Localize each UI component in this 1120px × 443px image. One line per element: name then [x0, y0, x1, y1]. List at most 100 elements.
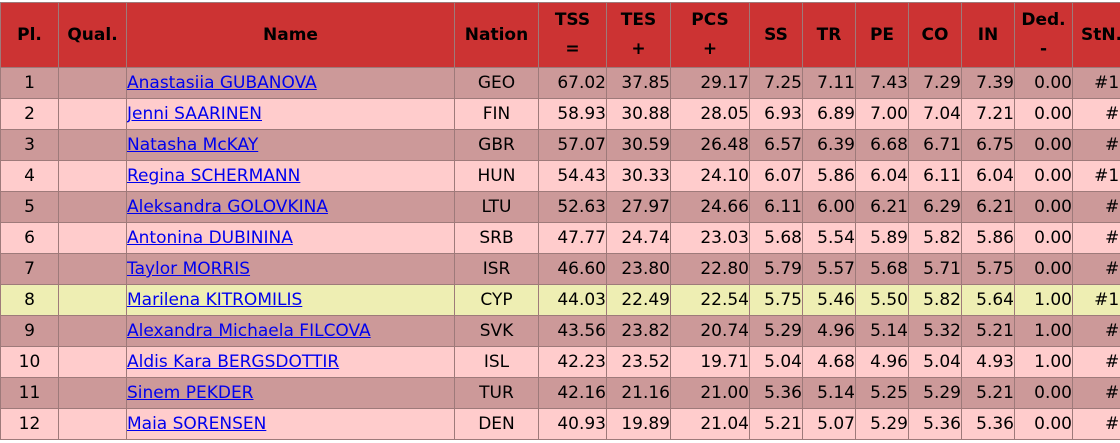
cell-name: Taylor MORRIS	[126, 253, 455, 285]
cell-ss: 5.04	[749, 346, 803, 378]
cell-pe: 5.29	[855, 408, 909, 440]
cell-in: 7.21	[961, 98, 1015, 130]
cell-co: 5.04	[908, 346, 962, 378]
cell-pe: 5.50	[855, 284, 909, 316]
cell-start-number: #4	[1072, 315, 1120, 347]
ded-minus-symbol: -	[1039, 39, 1048, 59]
cell-start-number: #1	[1072, 346, 1120, 378]
cell-tss: 46.60	[538, 253, 607, 285]
cell-in: 5.36	[961, 408, 1015, 440]
skater-name-link[interactable]: Natasha McKAY	[127, 135, 259, 155]
cell-co: 6.29	[908, 191, 962, 223]
cell-nation: SVK	[454, 315, 539, 347]
cell-tes: 23.52	[606, 346, 671, 378]
cell-in: 4.93	[961, 346, 1015, 378]
cell-pcs: 22.54	[670, 284, 750, 316]
cell-in: 5.75	[961, 253, 1015, 285]
cell-qual	[58, 191, 127, 223]
cell-pe: 7.00	[855, 98, 909, 130]
cell-ss: 6.93	[749, 98, 803, 130]
table-row: 1 Anastasiia GUBANOVA GEO 67.02 37.85 29.17 7.…	[0, 67, 1120, 99]
cell-qual	[58, 346, 127, 378]
cell-tss: 52.63	[538, 191, 607, 223]
cell-nation: CYP	[454, 284, 539, 316]
header-row: Pl. Qual. Name Nation TSS = TES + PCS + SS …	[0, 2, 1120, 68]
cell-place: 9	[0, 315, 59, 347]
skater-name-link[interactable]: Marilena KITROMILIS	[127, 290, 303, 310]
table-row: 6 Antonina DUBININA SRB 47.77 24.74 23.03 5.68…	[0, 222, 1120, 254]
cell-start-number: #5	[1072, 191, 1120, 223]
cell-pcs: 22.80	[670, 253, 750, 285]
cell-name: Sinem PEKDER	[126, 377, 455, 409]
skater-name-link[interactable]: Jenni SAARINEN	[127, 104, 263, 124]
cell-start-number: #7	[1072, 98, 1120, 130]
cell-name: Alexandra Michaela FILCOVA	[126, 315, 455, 347]
cell-in: 5.64	[961, 284, 1015, 316]
table-row: 10 Aldis Kara BERGSDOTTIR ISL 42.23 23.52 19.…	[0, 346, 1120, 378]
col-header-tes: TES +	[606, 2, 671, 68]
skater-name-link[interactable]: Aldis Kara BERGSDOTTIR	[127, 352, 340, 372]
skater-name-link[interactable]: Antonina DUBININA	[127, 228, 293, 248]
cell-name: Natasha McKAY	[126, 129, 455, 161]
cell-qual	[58, 315, 127, 347]
cell-nation: ISR	[454, 253, 539, 285]
cell-qual	[58, 222, 127, 254]
cell-name: Aldis Kara BERGSDOTTIR	[126, 346, 455, 378]
cell-tr: 6.00	[802, 191, 856, 223]
cell-co: 5.82	[908, 284, 962, 316]
cell-qual	[58, 98, 127, 130]
cell-ss: 5.21	[749, 408, 803, 440]
cell-nation: TUR	[454, 377, 539, 409]
cell-nation: SRB	[454, 222, 539, 254]
cell-pe: 5.68	[855, 253, 909, 285]
cell-pcs: 29.17	[670, 67, 750, 99]
skater-name-link[interactable]: Aleksandra GOLOVKINA	[127, 197, 328, 217]
cell-tes: 23.80	[606, 253, 671, 285]
skater-name-link[interactable]: Sinem PEKDER	[127, 383, 254, 403]
cell-ss: 5.79	[749, 253, 803, 285]
cell-nation: DEN	[454, 408, 539, 440]
cell-name: Regina SCHERMANN	[126, 160, 455, 192]
cell-tr: 4.68	[802, 346, 856, 378]
cell-nation: LTU	[454, 191, 539, 223]
cell-co: 6.71	[908, 129, 962, 161]
table-row: 3 Natasha McKAY GBR 57.07 30.59 26.48 6.57 6.39…	[0, 129, 1120, 161]
cell-tes: 30.59	[606, 129, 671, 161]
cell-deduction: 1.00	[1014, 346, 1073, 378]
table-row: 2 Jenni SAARINEN FIN 58.93 30.88 28.05 6.93 6.8…	[0, 98, 1120, 130]
cell-start-number: #8	[1072, 129, 1120, 161]
cell-ss: 6.57	[749, 129, 803, 161]
cell-deduction: 0.00	[1014, 222, 1073, 254]
col-header-co: CO	[908, 2, 962, 68]
cell-place: 11	[0, 377, 59, 409]
cell-tss: 42.23	[538, 346, 607, 378]
cell-deduction: 0.00	[1014, 129, 1073, 161]
skater-name-link[interactable]: Taylor MORRIS	[127, 259, 251, 279]
cell-name: Marilena KITROMILIS	[126, 284, 455, 316]
col-header-in: IN	[961, 2, 1015, 68]
cell-deduction: 0.00	[1014, 253, 1073, 285]
skater-name-link[interactable]: Anastasiia GUBANOVA	[127, 73, 317, 93]
cell-pcs: 28.05	[670, 98, 750, 130]
skater-name-link[interactable]: Alexandra Michaela FILCOVA	[127, 321, 371, 341]
cell-tr: 5.46	[802, 284, 856, 316]
cell-place: 1	[0, 67, 59, 99]
skater-name-link[interactable]: Maia SORENSEN	[127, 414, 267, 434]
cell-tss: 42.16	[538, 377, 607, 409]
cell-co: 7.29	[908, 67, 962, 99]
cell-tr: 5.54	[802, 222, 856, 254]
cell-name: Aleksandra GOLOVKINA	[126, 191, 455, 223]
cell-pe: 4.96	[855, 346, 909, 378]
cell-pe: 6.21	[855, 191, 909, 223]
cell-tes: 30.88	[606, 98, 671, 130]
cell-co: 7.04	[908, 98, 962, 130]
cell-in: 5.86	[961, 222, 1015, 254]
table-row: 8 Marilena KITROMILIS CYP 44.03 22.49 22.54 5.…	[0, 284, 1120, 316]
cell-tr: 6.89	[802, 98, 856, 130]
skater-name-link[interactable]: Regina SCHERMANN	[127, 166, 301, 186]
cell-pcs: 24.10	[670, 160, 750, 192]
cell-deduction: 0.00	[1014, 98, 1073, 130]
cell-qual	[58, 377, 127, 409]
cell-tss: 47.77	[538, 222, 607, 254]
cell-in: 6.04	[961, 160, 1015, 192]
